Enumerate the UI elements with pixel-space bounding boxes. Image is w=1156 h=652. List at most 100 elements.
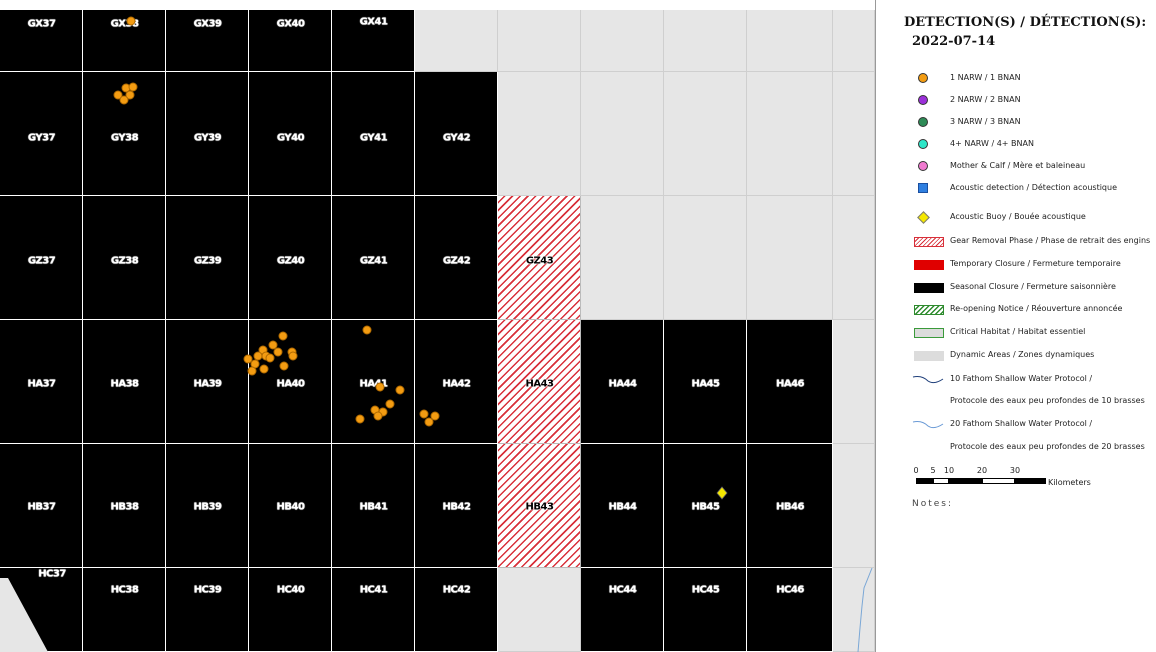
grid-cell-GZ45[interactable]	[664, 196, 747, 320]
detection-dot[interactable]	[243, 354, 253, 364]
grid-cell-HA47[interactable]	[833, 320, 875, 444]
grid-cell-GX40[interactable]	[249, 10, 332, 72]
grid-cell-GZ38[interactable]	[83, 196, 166, 320]
detection-dot[interactable]	[125, 90, 135, 100]
grid-label-HB46: HB46	[776, 501, 804, 513]
grid-cell-GY39[interactable]	[166, 72, 249, 196]
grid-cell-HC39[interactable]	[166, 568, 249, 652]
legend-item-label: Acoustic Buoy / Bouée acoustique	[950, 212, 1086, 221]
grid-cell-HB38[interactable]	[83, 444, 166, 568]
grid-cell-GZ40[interactable]	[249, 196, 332, 320]
detection-dot[interactable]	[430, 411, 440, 421]
detection-dot[interactable]	[259, 364, 269, 374]
grid-cell-GX43[interactable]	[498, 10, 581, 72]
grid-cell-HB43[interactable]	[498, 444, 581, 568]
grid-cell-GX41[interactable]	[332, 10, 415, 72]
wave-line-symbol-icon	[912, 372, 944, 388]
circle-symbol-icon	[912, 115, 934, 131]
grid-cell-HA38[interactable]	[83, 320, 166, 444]
legend-item-label: 10 Fathom Shallow Water Protocol /	[950, 374, 1093, 383]
grid-cell-GY42[interactable]	[415, 72, 498, 196]
grid-cell-GZ39[interactable]	[166, 196, 249, 320]
detection-dot[interactable]	[119, 95, 129, 105]
grid-cell-HB47[interactable]	[833, 444, 875, 568]
detection-dot[interactable]	[113, 90, 123, 100]
map-overlay	[0, 567, 873, 652]
grid-cell-GY45[interactable]	[664, 72, 747, 196]
circle-symbol-icon	[912, 93, 934, 109]
detection-dot[interactable]	[395, 385, 405, 395]
grid-cell-GY43[interactable]	[498, 72, 581, 196]
grid-cell-GX37[interactable]	[0, 10, 83, 72]
grid-cell-GX38[interactable]	[83, 10, 166, 72]
grid-cell-HA40[interactable]	[249, 320, 332, 444]
legend-item: 2 NARW / 2 BNAN	[912, 93, 1152, 109]
detection-dot[interactable]	[265, 353, 275, 363]
grid-cell-GZ37[interactable]	[0, 196, 83, 320]
grid-cell-HB44[interactable]	[581, 444, 664, 568]
grid-cell-GY40[interactable]	[249, 72, 332, 196]
grid-cell-GY44[interactable]	[581, 72, 664, 196]
detection-dot[interactable]	[288, 351, 298, 361]
notes-label: Notes:	[912, 499, 954, 509]
grid-cell-GY47[interactable]	[833, 72, 875, 196]
grid-cell-HA43[interactable]	[498, 320, 581, 444]
grid-cell-GX45[interactable]	[664, 10, 747, 72]
grid-cell-GY46[interactable]	[747, 72, 833, 196]
grid-cell-GZ47[interactable]	[833, 196, 875, 320]
detection-dot[interactable]	[126, 16, 136, 26]
detection-dot[interactable]	[268, 340, 278, 350]
map-area[interactable]: GX37 GX38 GX39 GX40 GX41 GY37 GY38 GY39 GY40 GY41…	[0, 0, 875, 652]
detection-dot[interactable]	[375, 382, 385, 392]
grid-cell-HC41[interactable]	[332, 568, 415, 652]
grid-cell-HB42[interactable]	[415, 444, 498, 568]
grid-cell-HC45[interactable]	[664, 568, 747, 652]
grid-cell-HB40[interactable]	[249, 444, 332, 568]
legend-item: Gear Removal Phase / Phase de retrait de…	[912, 234, 1152, 250]
grid-cell-HA39[interactable]	[166, 320, 249, 444]
grid-cell-GZ42[interactable]	[415, 196, 498, 320]
detection-dot[interactable]	[279, 361, 289, 371]
grid-cell-HB39[interactable]	[166, 444, 249, 568]
legend-item: Re-opening Notice / Réouverture annoncée	[912, 302, 1152, 318]
grid-label-HB38: HB38	[110, 501, 139, 513]
grid-cell-GY38[interactable]	[83, 72, 166, 196]
grid-cell-HA46[interactable]	[747, 320, 833, 444]
detection-dot[interactable]	[385, 399, 395, 409]
detection-dot[interactable]	[373, 411, 383, 421]
detection-dot[interactable]	[355, 414, 365, 424]
grid-cell-HB37[interactable]	[0, 444, 83, 568]
grid-cell-GY37[interactable]	[0, 72, 83, 196]
grid-cell-GX39[interactable]	[166, 10, 249, 72]
grid-cell-HA44[interactable]	[581, 320, 664, 444]
grid-cell-HB41[interactable]	[332, 444, 415, 568]
legend-item-label: 2 NARW / 2 BNAN	[950, 95, 1021, 104]
grid-cell-HA41[interactable]	[332, 320, 415, 444]
grid-cell-HB46[interactable]	[747, 444, 833, 568]
detection-dot[interactable]	[419, 409, 429, 419]
detection-dot[interactable]	[278, 331, 288, 341]
grid-cell-HB45[interactable]	[664, 444, 747, 568]
acoustic-buoy-icon[interactable]	[716, 486, 728, 500]
grid-cell-GX42[interactable]	[415, 10, 498, 72]
grid-cell-GX44[interactable]	[581, 10, 664, 72]
grid-cell-HC38[interactable]	[83, 568, 166, 652]
grid-cell-GZ46[interactable]	[747, 196, 833, 320]
grid-cell-GZ44[interactable]	[581, 196, 664, 320]
legend-item-label: Critical Habitat / Habitat essentiel	[950, 327, 1086, 336]
detection-dot[interactable]	[424, 417, 434, 427]
detection-dot[interactable]	[273, 347, 283, 357]
detection-dot[interactable]	[362, 325, 372, 335]
grid-cell-HA37[interactable]	[0, 320, 83, 444]
grid-cell-GX47[interactable]	[833, 10, 875, 72]
grid-cell-GZ41[interactable]	[332, 196, 415, 320]
detection-dot[interactable]	[247, 366, 257, 376]
legend-item-label: 20 Fathom Shallow Water Protocol /	[950, 419, 1093, 428]
grid-cell-HC44[interactable]	[581, 568, 664, 652]
grid-cell-GX46[interactable]	[747, 10, 833, 72]
legend-item-label: Dynamic Areas / Zones dynamiques	[950, 350, 1095, 359]
grid-cell-GZ43[interactable]	[498, 196, 581, 320]
grid-cell-HC46[interactable]	[747, 568, 833, 652]
grid-cell-HA45[interactable]	[664, 320, 747, 444]
grid-cell-GY41[interactable]	[332, 72, 415, 196]
